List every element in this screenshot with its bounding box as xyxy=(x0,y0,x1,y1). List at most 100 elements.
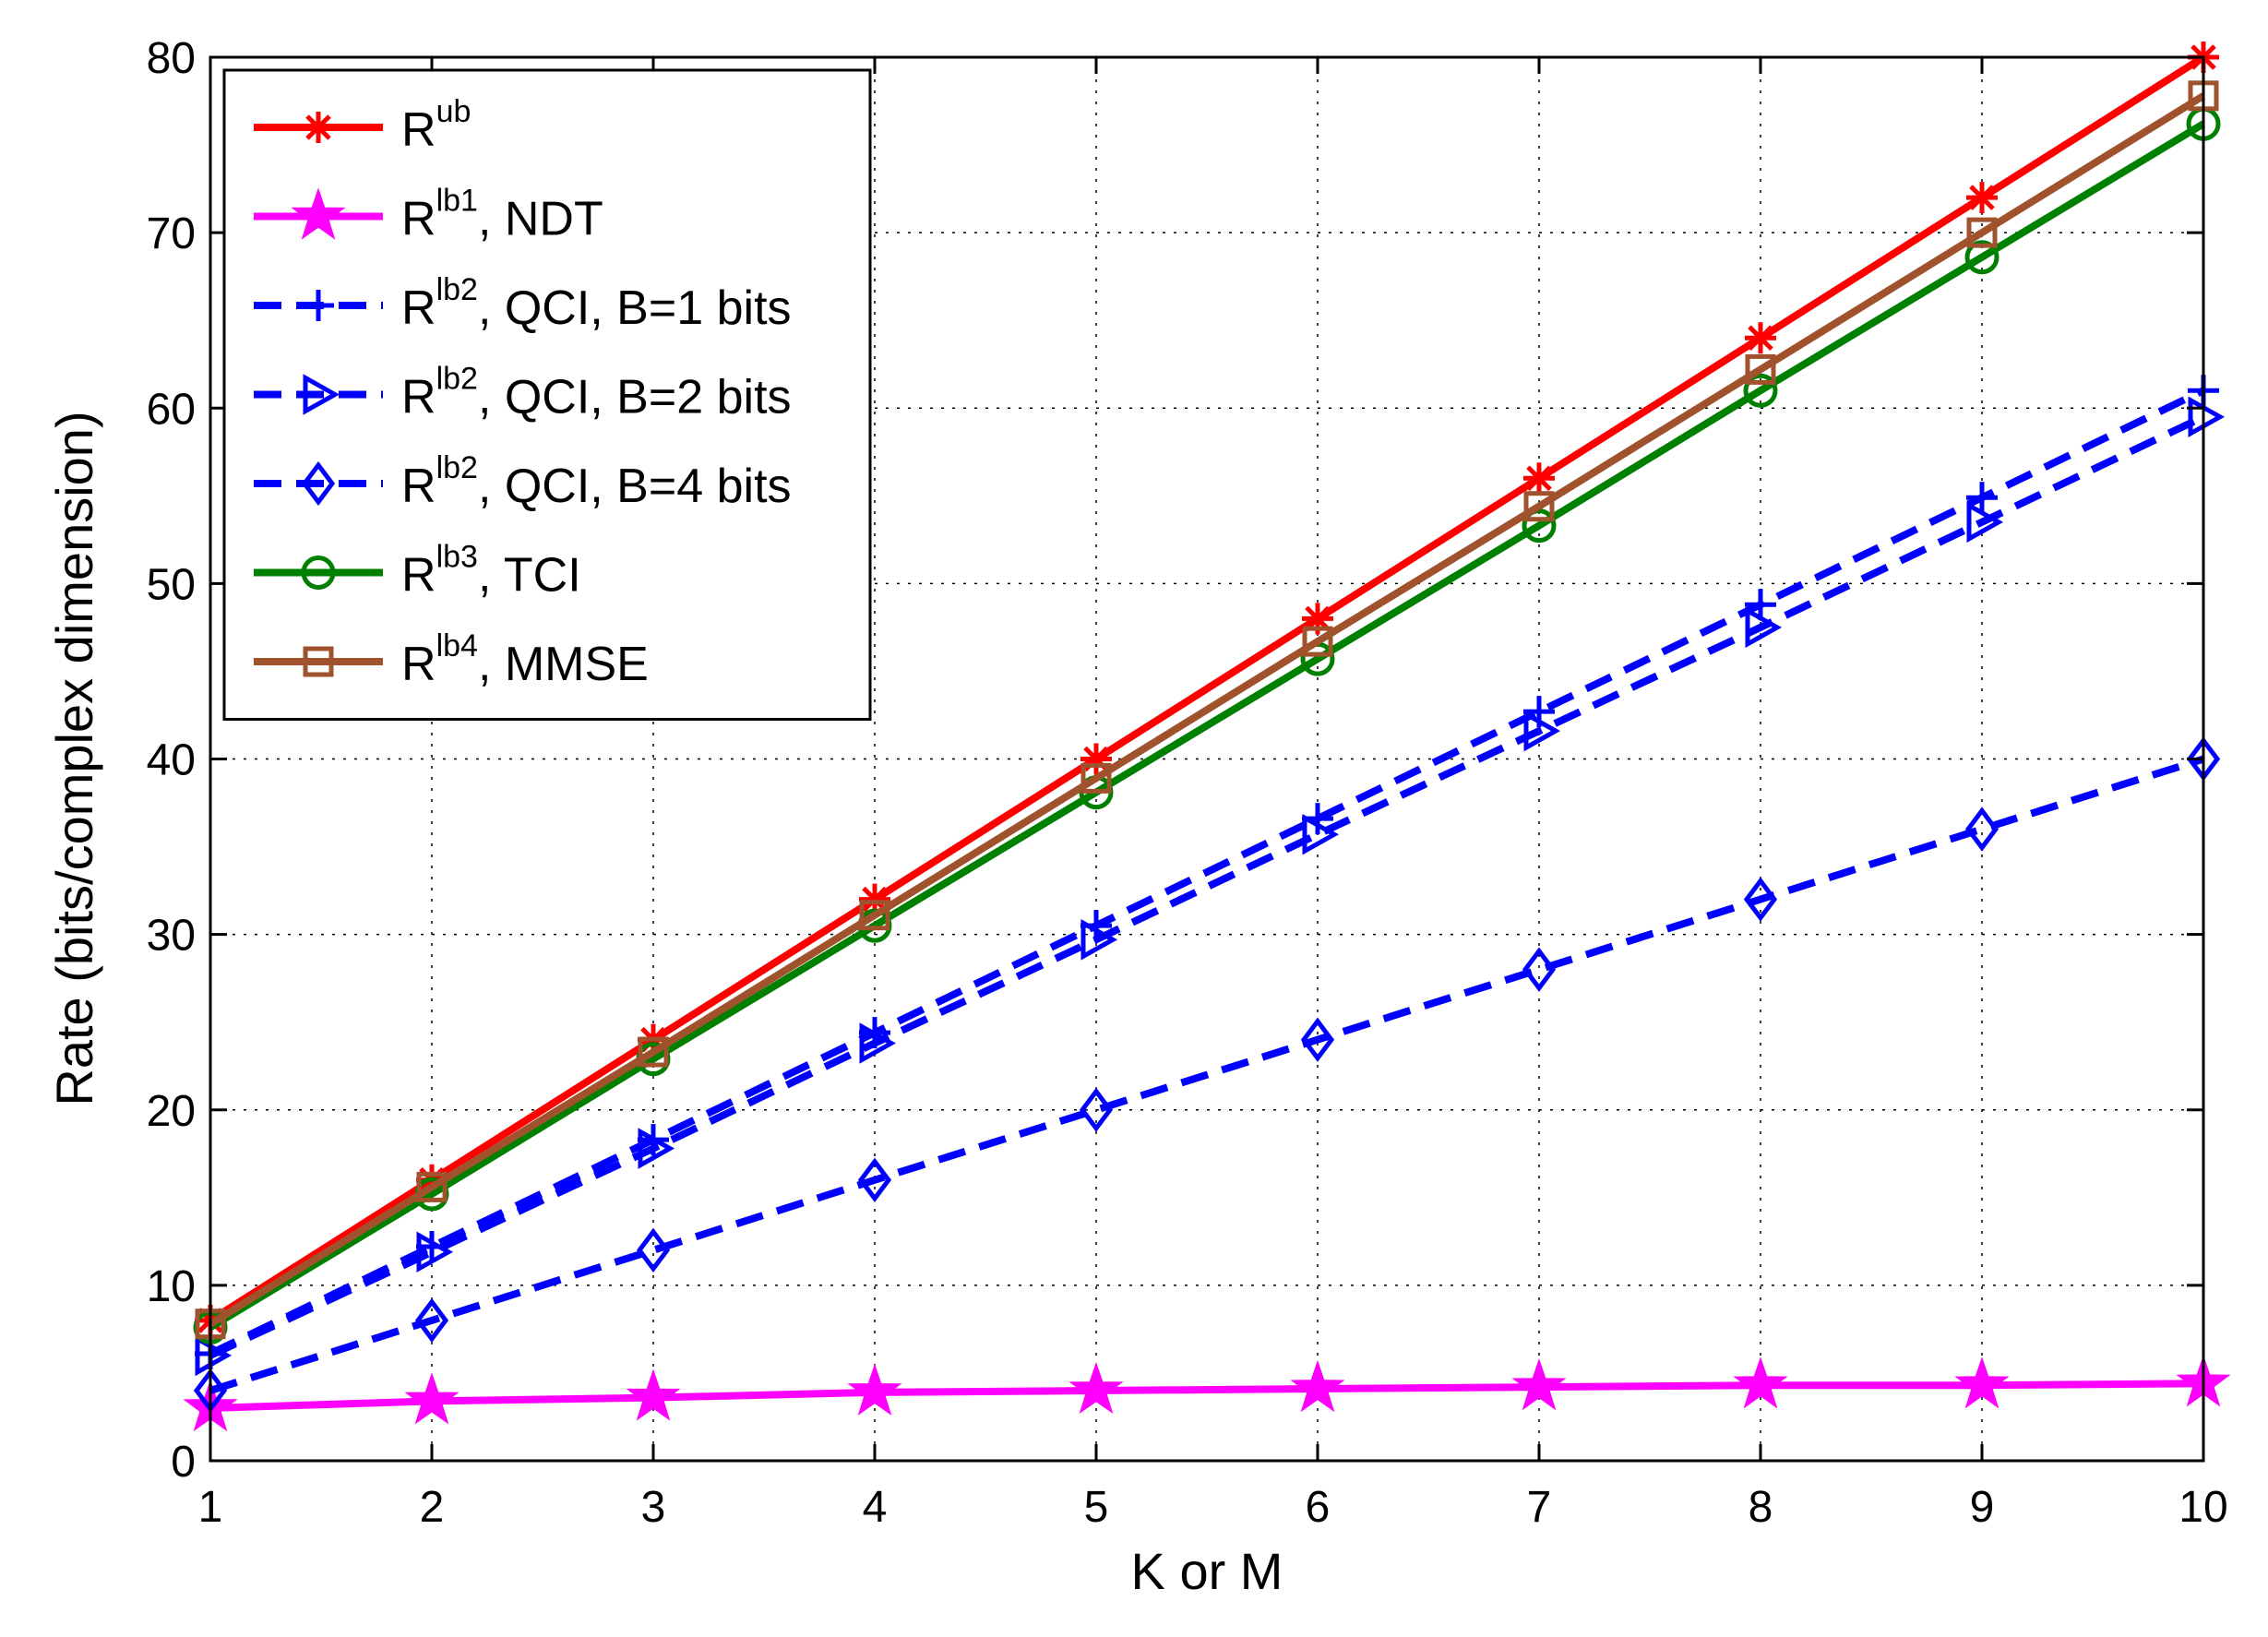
x-tick-label: 3 xyxy=(641,1483,666,1532)
data-point xyxy=(1743,877,1778,922)
data-point xyxy=(1080,919,1118,961)
data-point xyxy=(416,1171,448,1202)
series-line xyxy=(208,92,2206,1328)
legend-label-suffix: , QCI, B=2 bits xyxy=(478,371,792,424)
y-axis-title: Rate (bits/complex dimension) xyxy=(45,411,103,1105)
series-lb2b4 xyxy=(193,736,2221,1414)
data-point xyxy=(303,112,334,143)
data-point xyxy=(638,1036,669,1068)
data-point xyxy=(1966,217,1998,248)
x-tick-label: 5 xyxy=(1084,1483,1109,1532)
data-point xyxy=(301,460,336,507)
y-tick-label: 70 xyxy=(147,209,196,258)
data-point xyxy=(638,1128,675,1169)
legend-label-base: R xyxy=(401,281,436,335)
x-tick-label: 6 xyxy=(1306,1483,1331,1532)
legend-label: Rlb2, QCI, B=1 bits xyxy=(401,272,792,335)
y-tick-label: 30 xyxy=(147,912,196,961)
legend-label-superscript: lb2 xyxy=(436,450,478,485)
data-point xyxy=(1302,813,1340,855)
data-point xyxy=(1290,1359,1345,1413)
asterisk-stroke xyxy=(1969,185,1995,210)
asterisk-stroke xyxy=(862,886,888,913)
x-tick-label: 8 xyxy=(1749,1483,1773,1532)
legend-label-suffix: , QCI, B=4 bits xyxy=(478,460,792,513)
data-point xyxy=(416,1231,454,1273)
asterisk-stroke xyxy=(1526,465,1552,492)
x-tick-label: 10 xyxy=(2178,1483,2227,1532)
legend-label-suffix: , MMSE xyxy=(478,638,649,691)
data-point xyxy=(1068,1361,1124,1415)
data-point xyxy=(1966,501,2004,544)
data-point xyxy=(303,290,334,321)
series-line xyxy=(209,755,2205,1394)
x-tick-label: 2 xyxy=(420,1483,445,1532)
data-point xyxy=(1745,353,1776,385)
data-point xyxy=(291,187,346,240)
data-point xyxy=(1302,626,1333,657)
asterisk-stroke xyxy=(1305,605,1331,632)
data-point xyxy=(847,1363,902,1416)
data-point xyxy=(1743,373,1778,408)
legend-label: Rlb2, QCI, B=4 bits xyxy=(401,450,792,513)
x-tick-label: 4 xyxy=(863,1483,888,1532)
data-point xyxy=(1954,1356,2010,1409)
series-line xyxy=(209,413,2205,1359)
data-point xyxy=(1523,491,1555,522)
legend-label-superscript: lb2 xyxy=(436,272,478,307)
legend-label: Rlb2, QCI, B=2 bits xyxy=(401,362,792,424)
legend-label-superscript: lb4 xyxy=(436,628,478,663)
legend-label-suffix: , TCI xyxy=(478,549,581,603)
legend-label: Rub xyxy=(401,94,471,157)
data-point xyxy=(1522,947,1557,992)
data-point xyxy=(1966,482,1998,514)
legend-entry-lb3: Rlb3, TCI xyxy=(254,540,581,603)
legend-entry-lb2b2: Rlb2, QCI, B=2 bits xyxy=(254,362,792,424)
series-lb2b2 xyxy=(195,396,2226,1377)
asterisk-stroke xyxy=(305,114,331,140)
data-point xyxy=(1745,322,1776,354)
y-tick-label: 50 xyxy=(147,560,196,609)
data-point xyxy=(626,1368,681,1421)
legend-label-suffix: , NDT xyxy=(478,193,603,246)
legend-label-base: R xyxy=(401,549,436,603)
y-tick-label: 40 xyxy=(147,736,196,785)
data-point xyxy=(859,1022,897,1064)
legend-label-base: R xyxy=(401,638,436,691)
data-point xyxy=(1511,1357,1567,1411)
y-tick-label: 10 xyxy=(147,1262,196,1311)
data-point xyxy=(303,646,334,677)
legend-label: Rlb4, MMSE xyxy=(401,628,649,691)
legend-entry-lb4: Rlb4, MMSE xyxy=(254,628,649,691)
series-line xyxy=(209,1380,2204,1412)
data-point xyxy=(857,1157,892,1202)
y-tick-label: 0 xyxy=(171,1438,196,1487)
data-point xyxy=(859,900,890,931)
data-point xyxy=(301,556,336,590)
data-point xyxy=(303,374,340,415)
legend-label-base: R xyxy=(401,103,436,157)
legend-label-superscript: lb1 xyxy=(436,184,478,219)
legend-label-base: R xyxy=(401,193,436,246)
y-tick-label: 80 xyxy=(147,34,196,83)
legend-label: Rlb3, TCI xyxy=(401,540,581,603)
legend-label: Rlb1, NDT xyxy=(401,184,603,246)
data-point xyxy=(404,1372,460,1425)
data-point xyxy=(1523,462,1555,495)
data-point xyxy=(1522,508,1557,544)
data-point xyxy=(1964,807,1999,852)
data-point xyxy=(2188,396,2226,438)
data-point xyxy=(1733,1356,1788,1409)
x-tick-label: 9 xyxy=(1970,1483,1995,1532)
legend-entry-lb2b1: Rlb2, QCI, B=1 bits xyxy=(254,272,792,335)
ticks: 1 2 3 4 5 6 7 8 9 10 0 10 20 30 40 50 60 70 80 xyxy=(147,34,2228,1532)
data-point xyxy=(1523,710,1561,752)
data-point xyxy=(414,1297,449,1344)
data-point xyxy=(636,1227,671,1273)
data-point xyxy=(1745,606,1783,649)
legend-entry-ub: Rub xyxy=(254,94,471,157)
legend-label-suffix: , QCI, B=1 bits xyxy=(478,281,792,335)
data-point xyxy=(1300,1017,1335,1062)
x-tick-label: 7 xyxy=(1527,1483,1552,1532)
x-tick-label: 1 xyxy=(198,1483,223,1532)
